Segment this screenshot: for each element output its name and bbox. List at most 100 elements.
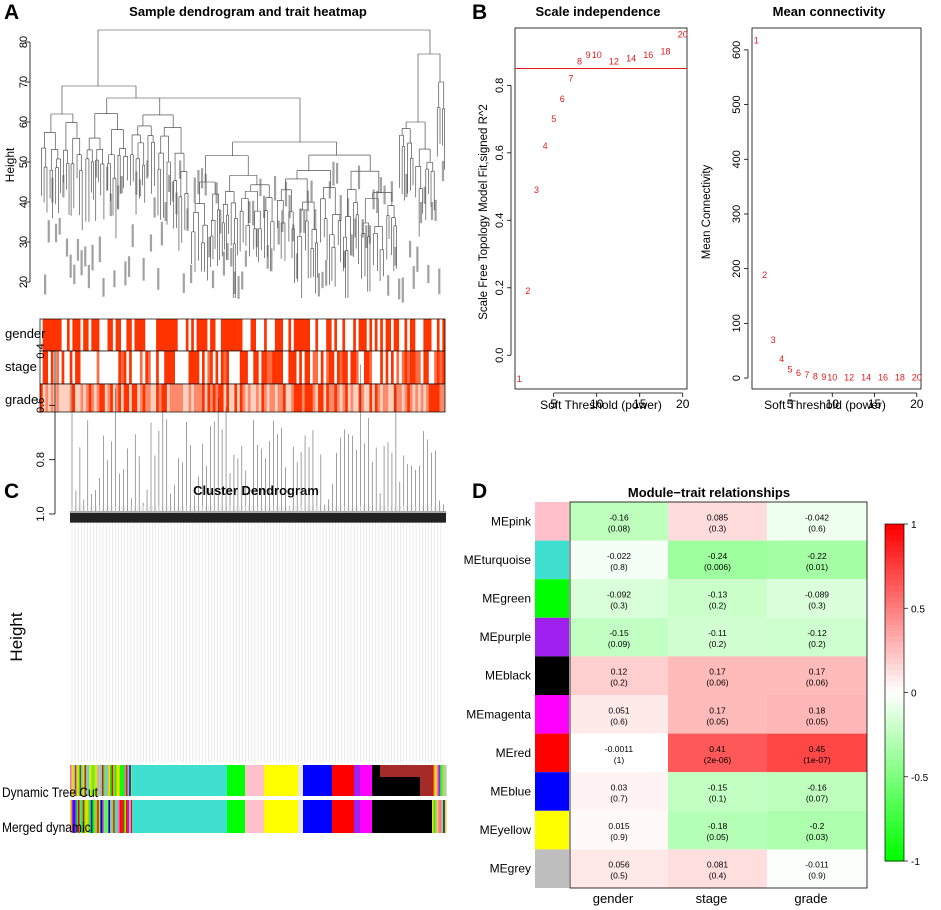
trait-heatmap-cell (337, 351, 340, 384)
cluster-dendrogram-y-axis: 0.4 0.6 0.8 1.0 (35, 343, 56, 522)
sample-leaf-label (438, 268, 441, 295)
module-color-stripe (71, 765, 74, 796)
trait-heatmap-cell (96, 384, 100, 412)
trait-heatmap-cell (118, 351, 122, 384)
sample-leaf-label (120, 176, 123, 194)
module-color-stripe (122, 800, 125, 833)
trait-heatmap-cell (245, 319, 249, 351)
colorbar-segment (885, 653, 904, 660)
module-trait-cell (570, 502, 668, 541)
trait-heatmap-cell (207, 384, 211, 412)
module-color-block (360, 765, 372, 796)
trait-heatmap-cell (207, 319, 211, 351)
module-trait-correlation: 0.056 (608, 860, 630, 870)
mean-connectivity-y-label: Mean Connectivity (701, 164, 713, 259)
module-color-stripe (444, 800, 447, 833)
module-trait-cell (668, 810, 767, 850)
colorbar-tick-label: 0.5 (911, 604, 925, 615)
module-trait-correlation: -0.22 (807, 551, 827, 561)
color-row-dynamic-tree-cut: Dynamic Tree Cut (2, 784, 98, 800)
trait-heatmap-cell (374, 351, 378, 384)
module-color-stripe (114, 765, 117, 796)
trait-heatmap-cell (226, 384, 230, 412)
module-color-stripe (127, 800, 130, 833)
trait-heatmap-cell (247, 384, 251, 412)
colorbar-segment (885, 703, 904, 710)
sample-leaf-label (419, 201, 423, 224)
panel-letter-d: D (472, 480, 487, 503)
trait-heatmap-cell (91, 319, 95, 351)
module-color-stripe (76, 800, 79, 833)
sample-leaf-label (357, 165, 361, 190)
trait-heatmap-cell (175, 319, 178, 351)
trait-heatmap-cell (193, 351, 197, 384)
module-label-memagenta: MEmagenta (466, 707, 531, 721)
trait-heatmap-cell (439, 351, 443, 384)
module-trait-pvalue: (0.7) (610, 794, 628, 804)
scale-independence-point-label: 20 (678, 30, 688, 40)
module-color-bars (70, 765, 447, 833)
mean-connectivity-point-label: 7 (804, 370, 809, 380)
module-color-stripe (103, 800, 106, 833)
trait-heatmap-cell (431, 351, 435, 384)
trait-heatmap-cell (175, 384, 178, 412)
trait-heatmap-cell (56, 351, 60, 384)
trait-heatmap-cell (183, 319, 187, 351)
trait-heatmap-cell (380, 384, 384, 412)
trait-heatmap-cell (180, 384, 184, 412)
trait-heatmap-cell (75, 351, 79, 384)
cluster-dendrogram-title: Cluster Dendrogram (193, 483, 319, 498)
module-color-stripe (100, 800, 103, 833)
module-color-block (227, 800, 245, 833)
trait-heatmap-cell (358, 319, 362, 351)
trait-heatmap-cell (61, 384, 65, 412)
panel-a-title: Sample dendrogram and trait heatmap (129, 4, 367, 19)
module-color-stripe (78, 765, 80, 796)
trait-heatmap-cell (145, 351, 149, 384)
module-color-stripe (95, 800, 98, 833)
mean-connectivity-y-tick-label: 200 (731, 259, 743, 277)
module-color-stripe (82, 800, 85, 833)
trait-heatmap-cell (361, 319, 365, 351)
sample-leaf-label (314, 209, 317, 230)
trait-heatmap-cell (339, 319, 343, 351)
module-label-mered: MEred (496, 746, 531, 760)
colorbar-segment (885, 568, 904, 576)
module-trait-pvalue: (0.3) (610, 601, 628, 611)
panel-b-scale-independence: Scale independence Scale Free Topology M… (478, 4, 690, 412)
colorbar-segment (885, 641, 904, 649)
module-trait-cell (570, 772, 668, 811)
trait-heatmap-cell (428, 384, 432, 412)
trait-heatmap-cell (199, 384, 203, 412)
trait-heatmap-cell (150, 351, 154, 384)
module-swatch-meblack (535, 656, 569, 695)
colorbar-segment (885, 731, 904, 739)
cluster-dendrogram-top-band (70, 512, 446, 523)
module-color-stripe (98, 765, 101, 796)
trait-heatmap-cell (188, 351, 192, 384)
module-label-meyellow: MEyellow (480, 823, 532, 837)
mean-connectivity-y-tick-label: 600 (731, 41, 743, 59)
trait-heatmap-cell (269, 384, 273, 412)
colorbar-segment (885, 630, 904, 637)
trait-heatmap-cell (264, 351, 268, 384)
trait-heatmap-cell (299, 351, 303, 384)
trait-heatmap-cell (145, 384, 149, 412)
trait-heatmap-cell (418, 351, 421, 384)
sample-leaf-label (295, 253, 299, 279)
trait-heatmap-cell (166, 319, 170, 351)
sample-leaf-label (200, 168, 204, 189)
trait-heatmap-cell (185, 384, 189, 412)
sample-leaf-label (354, 218, 357, 238)
trait-heatmap-cell (96, 319, 100, 351)
trait-heatmap-cell (137, 384, 141, 412)
trait-heatmap-cell (204, 319, 208, 351)
module-trait-cell (767, 733, 867, 773)
trait-heatmap-cell (58, 384, 62, 412)
trait-heatmap-cell (436, 351, 440, 384)
trait-heatmap-cell (45, 351, 49, 384)
module-trait-pvalue: (0.6) (610, 716, 628, 726)
trait-heatmap-cell (423, 384, 427, 412)
trait-heatmap-cell (226, 319, 230, 351)
trait-heatmap-cell (226, 351, 230, 384)
